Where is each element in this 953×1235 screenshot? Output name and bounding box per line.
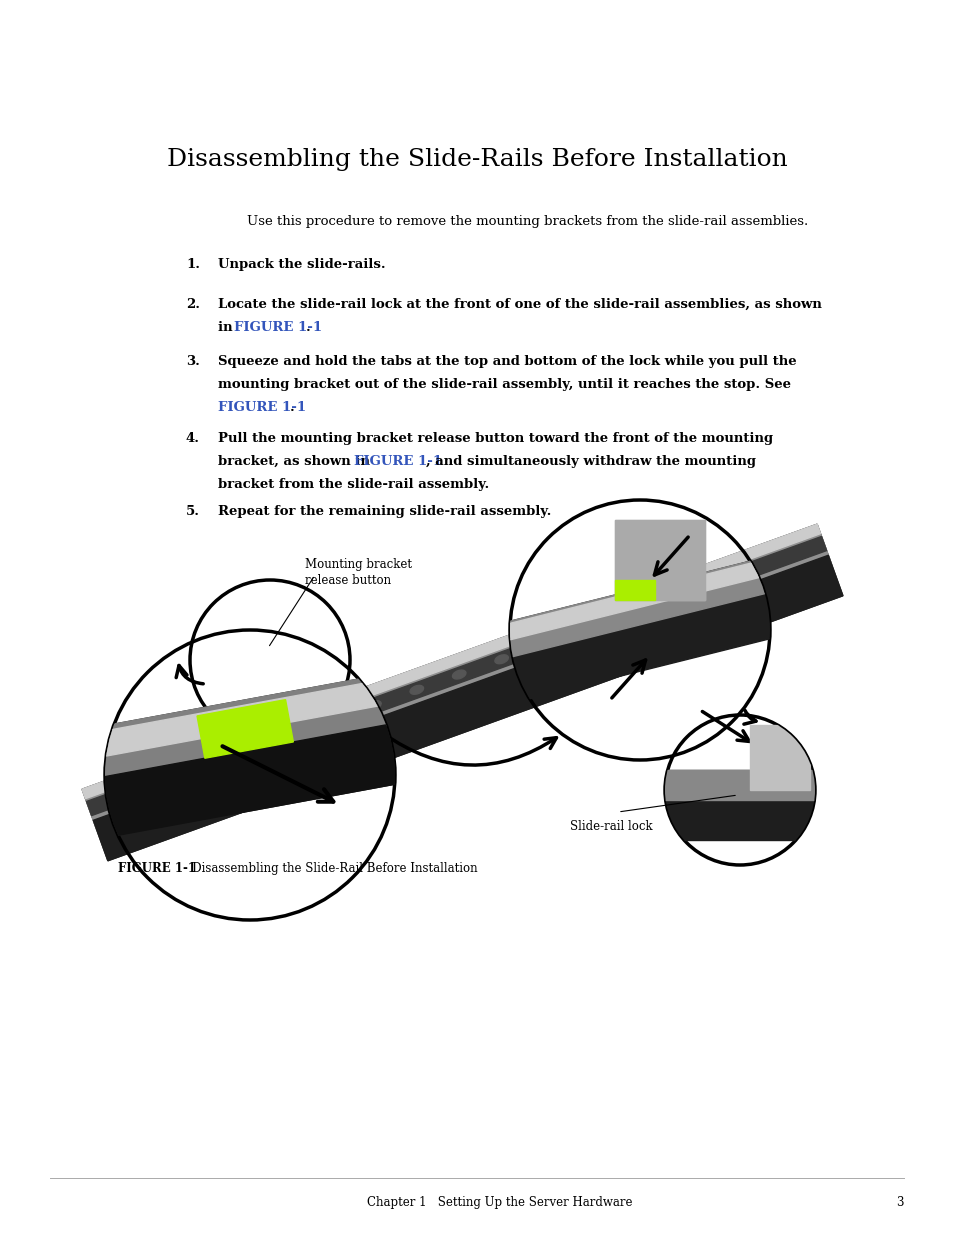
Polygon shape <box>659 769 820 840</box>
Ellipse shape <box>706 578 720 588</box>
Ellipse shape <box>410 685 423 694</box>
Ellipse shape <box>495 655 508 663</box>
FancyArrowPatch shape <box>654 537 687 576</box>
Text: bracket from the slide-rail assembly.: bracket from the slide-rail assembly. <box>218 478 489 492</box>
Text: Disassembling the Slide-Rail Before Installation: Disassembling the Slide-Rail Before Inst… <box>181 862 477 876</box>
Text: FIGURE 1-1: FIGURE 1-1 <box>354 454 441 468</box>
Polygon shape <box>490 556 778 661</box>
Polygon shape <box>50 666 438 785</box>
Polygon shape <box>93 556 842 861</box>
Polygon shape <box>59 715 450 844</box>
Text: , and simultaneously withdraw the mounting: , and simultaneously withdraw the mounti… <box>426 454 755 468</box>
FancyArrowPatch shape <box>176 666 203 684</box>
Text: Slide-rail lock: Slide-rail lock <box>569 820 652 832</box>
Text: in: in <box>218 321 237 333</box>
FancyArrowPatch shape <box>222 746 333 802</box>
Ellipse shape <box>283 731 296 740</box>
Polygon shape <box>615 520 704 600</box>
Text: mounting bracket out of the slide-rail assembly, until it reaches the stop. See: mounting bracket out of the slide-rail a… <box>218 378 790 391</box>
Polygon shape <box>82 524 831 830</box>
Text: Repeat for the remaining slide-rail assembly.: Repeat for the remaining slide-rail asse… <box>218 505 551 517</box>
Text: Mounting bracket: Mounting bracket <box>305 558 412 571</box>
Ellipse shape <box>579 624 593 634</box>
Text: 4.: 4. <box>186 432 200 445</box>
Text: Use this procedure to remove the mounting brackets from the slide-rail assemblie: Use this procedure to remove the mountin… <box>247 215 807 228</box>
Polygon shape <box>82 524 820 799</box>
Text: 1.: 1. <box>186 258 200 270</box>
FancyArrowPatch shape <box>382 734 556 766</box>
Polygon shape <box>533 635 578 669</box>
FancyArrowPatch shape <box>701 711 749 741</box>
Text: FIGURE 1-1: FIGURE 1-1 <box>218 401 306 414</box>
Ellipse shape <box>537 640 550 648</box>
Text: Chapter 1   Setting Up the Server Hardware: Chapter 1 Setting Up the Server Hardware <box>367 1195 632 1209</box>
Ellipse shape <box>452 671 465 679</box>
FancyArrowPatch shape <box>611 659 645 698</box>
Text: bracket, as shown in: bracket, as shown in <box>218 454 375 468</box>
Polygon shape <box>82 524 842 861</box>
FancyArrowPatch shape <box>743 710 755 724</box>
Polygon shape <box>615 580 655 600</box>
Text: 5.: 5. <box>186 505 200 517</box>
Polygon shape <box>50 666 450 844</box>
Text: Unpack the slide-rails.: Unpack the slide-rails. <box>218 258 385 270</box>
Polygon shape <box>197 700 293 758</box>
Polygon shape <box>490 558 774 643</box>
Text: .: . <box>306 321 311 333</box>
Ellipse shape <box>367 700 381 710</box>
Text: 3: 3 <box>896 1195 903 1209</box>
Ellipse shape <box>198 762 212 771</box>
Text: FIGURE 1-1: FIGURE 1-1 <box>233 321 322 333</box>
Polygon shape <box>749 725 809 790</box>
Polygon shape <box>51 671 435 766</box>
Text: 3.: 3. <box>186 354 200 368</box>
Text: release button: release button <box>305 574 391 587</box>
Polygon shape <box>87 536 825 815</box>
Polygon shape <box>226 737 282 779</box>
Text: .: . <box>290 401 294 414</box>
Text: 2.: 2. <box>186 298 200 311</box>
Ellipse shape <box>240 746 253 756</box>
Text: Disassembling the Slide-Rails Before Installation: Disassembling the Slide-Rails Before Ins… <box>167 148 786 170</box>
Ellipse shape <box>664 594 678 603</box>
Text: Pull the mounting bracket release button toward the front of the mounting: Pull the mounting bracket release button… <box>218 432 772 445</box>
Text: Locate the slide-rail lock at the front of one of the slide-rail assemblies, as : Locate the slide-rail lock at the front … <box>218 298 821 311</box>
Polygon shape <box>659 769 820 800</box>
Ellipse shape <box>621 609 635 618</box>
Polygon shape <box>615 520 704 600</box>
Ellipse shape <box>325 716 338 725</box>
Text: Squeeze and hold the tabs at the top and bottom of the lock while you pull the: Squeeze and hold the tabs at the top and… <box>218 354 796 368</box>
Ellipse shape <box>155 777 169 785</box>
Text: FIGURE 1-1: FIGURE 1-1 <box>118 862 195 876</box>
Polygon shape <box>490 556 789 704</box>
